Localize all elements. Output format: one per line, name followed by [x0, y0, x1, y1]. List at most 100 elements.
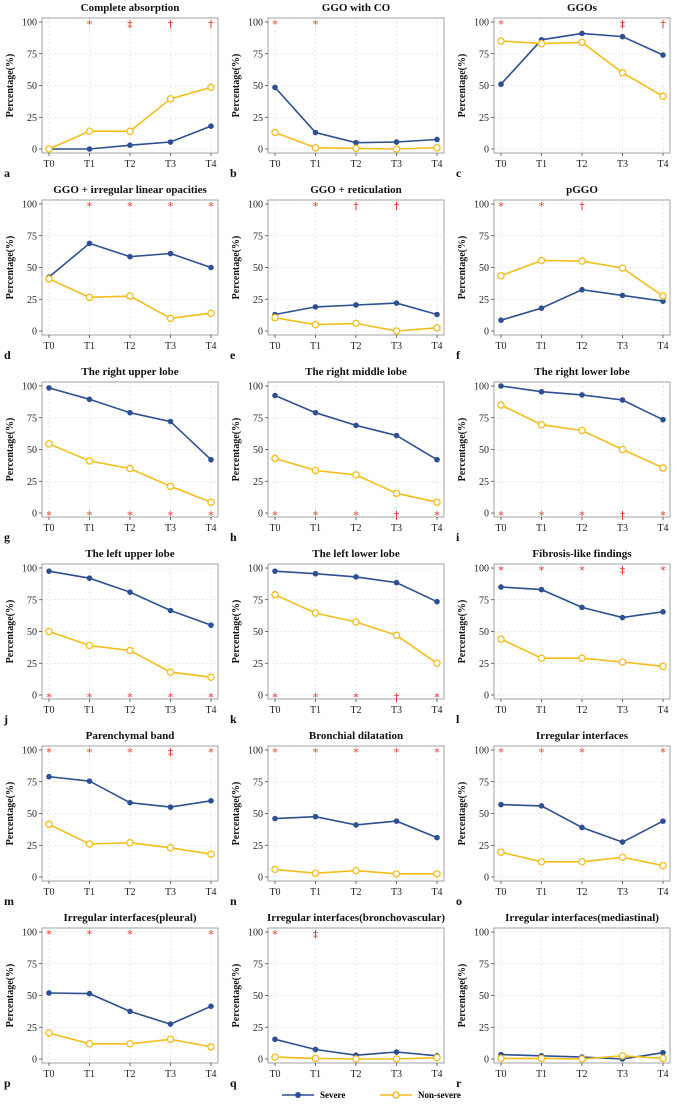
significance-mark: *	[579, 746, 585, 759]
data-point-severe	[312, 1046, 319, 1053]
chart-title: Bronchial dilatation	[309, 730, 403, 742]
chart-title: pGGO	[566, 184, 598, 196]
x-tick-label: T4	[205, 1069, 216, 1080]
panel-svg-g: 0 25 50 75 100 T0 T1 T2 T3 T4 The right upper lobe…	[4, 366, 219, 544]
x-tick-label: T3	[617, 705, 628, 716]
data-point-non-severe	[207, 309, 215, 317]
data-point-severe	[208, 456, 214, 463]
x-tick-label: T1	[310, 523, 321, 534]
data-point-non-severe	[578, 858, 586, 866]
data-point-non-severe	[45, 145, 53, 153]
y-tick-label: 25	[27, 659, 37, 670]
significance-mark: *	[127, 746, 133, 759]
panel-n: 0 25 50 75 100 T0 T1 T2 T3 T4 Bronchial dilatation…	[226, 728, 452, 910]
chart-title: GGO + irregular linear opacities	[53, 184, 207, 196]
x-tick-label: T2	[124, 159, 135, 170]
y-tick-label: 25	[253, 295, 263, 306]
chart-title: GGO with CO	[322, 2, 391, 14]
data-point-severe	[579, 30, 585, 37]
panel-g: 0 25 50 75 100 T0 T1 T2 T3 T4 The right upper lobe…	[0, 364, 226, 546]
significance-mark: *	[660, 746, 666, 759]
panel-letter: b	[230, 166, 237, 180]
x-tick-label: T4	[431, 887, 442, 898]
y-tick-label: 25	[479, 841, 489, 852]
data-point-severe	[127, 142, 133, 148]
panel-c: 0 25 50 75 100 T0 T1 T2 T3 T4 GGOs Percentage(%) c * ‡…	[452, 0, 678, 182]
data-point-non-severe	[311, 1054, 320, 1063]
y-tick-label: 0	[258, 873, 263, 884]
significance-mark: *	[498, 18, 504, 31]
x-tick-label: T4	[431, 523, 442, 534]
data-point-non-severe	[433, 1053, 441, 1062]
data-point-severe	[353, 422, 359, 429]
panel-letter: g	[4, 530, 10, 544]
significance-mark: †	[168, 18, 174, 31]
y-tick-label: 0	[484, 509, 489, 520]
y-tick-label: 100	[22, 382, 37, 393]
x-tick-label: T3	[165, 1069, 176, 1080]
data-point-non-severe	[126, 292, 134, 300]
data-point-severe	[127, 589, 133, 595]
data-point-severe	[86, 240, 93, 247]
y-tick-label: 50	[253, 81, 263, 92]
significance-mark: *	[313, 200, 319, 213]
y-tick-label: 75	[479, 49, 489, 60]
data-point-severe	[579, 392, 585, 398]
y-tick-label: 50	[479, 81, 489, 92]
y-tick-label: 25	[479, 659, 489, 670]
y-tick-label: 25	[479, 113, 489, 124]
data-point-severe	[86, 778, 93, 784]
significance-mark: *	[539, 200, 545, 213]
panel-h: 0 25 50 75 100 T0 T1 T2 T3 T4 The right middle lob…	[226, 364, 452, 546]
significance-mark: *	[46, 691, 52, 704]
data-point-non-severe	[311, 466, 320, 475]
x-tick-label: T0	[269, 887, 280, 898]
x-tick-label: T3	[165, 523, 176, 534]
x-tick-label: T2	[350, 705, 361, 716]
panel-letter: e	[230, 348, 236, 362]
y-tick-label: 0	[258, 1055, 263, 1066]
significance-mark: *	[208, 928, 214, 941]
data-point-severe	[312, 813, 319, 820]
x-tick-label: T0	[43, 1069, 54, 1080]
significance-mark: †	[660, 18, 666, 31]
significance-mark: †	[353, 200, 359, 213]
data-point-non-severe	[45, 820, 53, 829]
y-tick-label: 25	[253, 841, 263, 852]
x-tick-label: T4	[205, 159, 216, 170]
y-tick-label: 100	[22, 200, 37, 211]
significance-mark: *	[313, 746, 319, 759]
data-point-non-severe	[497, 848, 505, 856]
y-tick-label: 100	[248, 564, 263, 575]
x-tick-label: T2	[576, 159, 587, 170]
y-tick-label: 50	[479, 445, 489, 456]
data-point-non-severe	[271, 1053, 279, 1061]
y-tick-label: 0	[484, 145, 489, 156]
x-tick-label: T4	[431, 159, 442, 170]
panel-svg-p: 0 25 50 75 100 T0 T1 T2 T3 T4 Irregular interfaces…	[4, 912, 219, 1090]
chart-title: Irregular interfaces	[536, 730, 629, 742]
data-point-severe	[312, 129, 319, 136]
data-point-non-severe	[537, 256, 546, 265]
y-tick-label: 75	[253, 777, 263, 788]
y-axis-label: Percentage(%)	[231, 54, 242, 118]
significance-mark: *	[87, 200, 93, 213]
x-tick-label: T1	[310, 341, 321, 352]
x-tick-label: T4	[657, 341, 668, 352]
y-tick-label: 75	[27, 49, 37, 60]
x-tick-label: T1	[536, 1069, 547, 1080]
data-point-non-severe	[352, 618, 360, 626]
x-tick-label: T3	[391, 523, 402, 534]
data-point-severe	[619, 397, 626, 403]
x-tick-label: T2	[576, 341, 587, 352]
x-tick-label: T2	[350, 523, 361, 534]
x-tick-label: T4	[657, 523, 668, 534]
data-point-non-severe	[618, 264, 627, 272]
x-tick-label: T0	[43, 341, 54, 352]
x-tick-label: T1	[84, 1069, 95, 1080]
significance-mark: *	[353, 746, 359, 759]
data-point-severe	[538, 803, 545, 809]
x-tick-label: T0	[43, 705, 54, 716]
x-tick-label: T3	[617, 887, 628, 898]
y-tick-label: 50	[27, 809, 37, 820]
